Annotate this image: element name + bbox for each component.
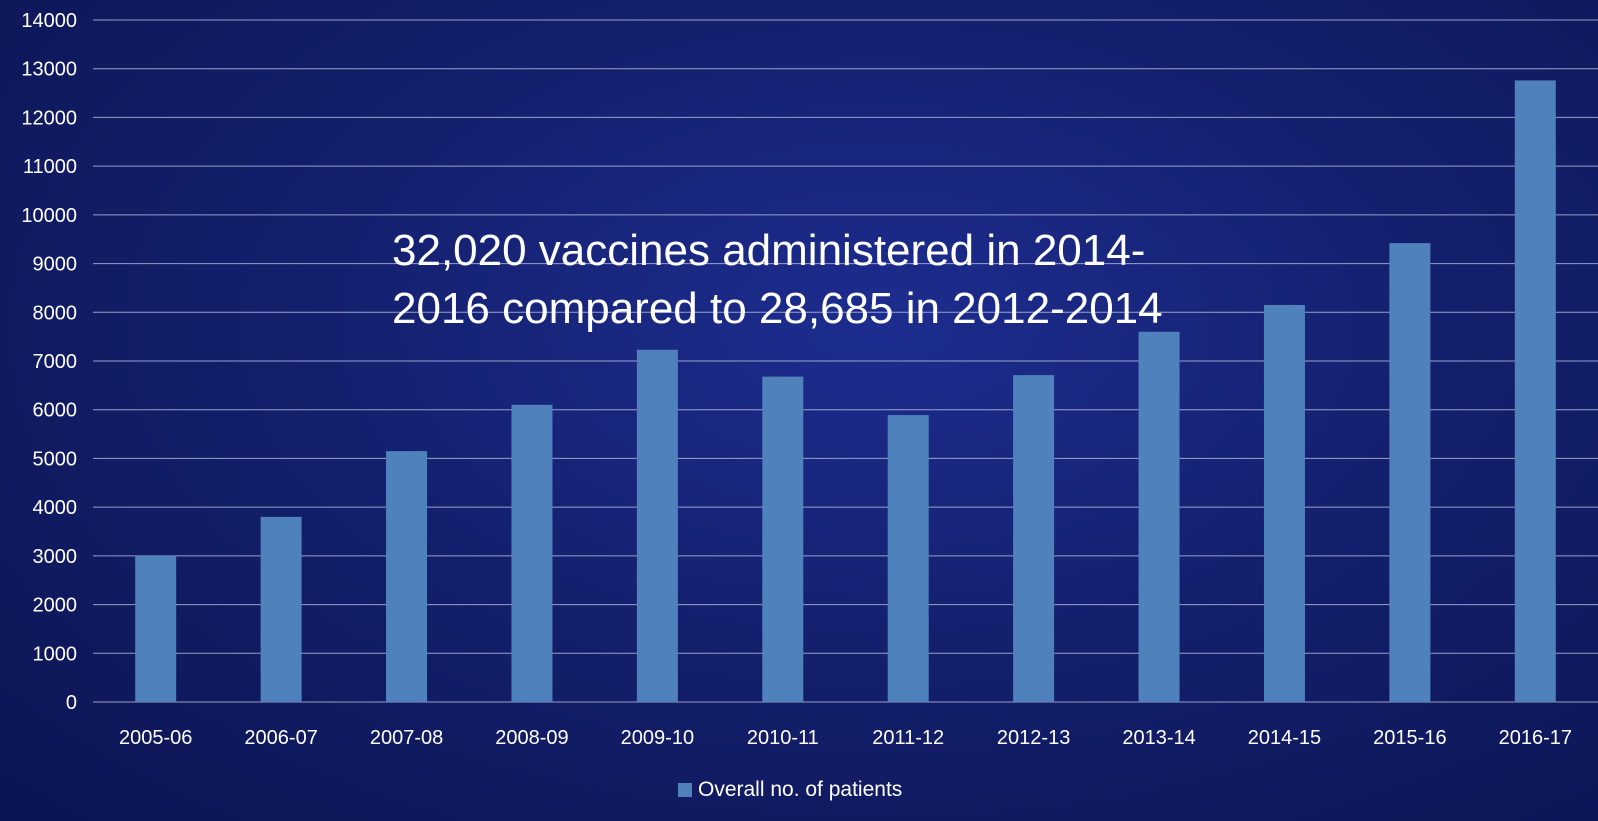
y-tick-label: 2000 [33,595,78,617]
bar-2005-06 [135,555,177,702]
x-tick-label: 2010-11 [747,727,819,749]
y-tick-label: 8000 [33,302,78,324]
y-tick-label: 12000 [21,107,77,129]
legend: Overall no. of patients [678,778,902,802]
y-tick-label: 14000 [21,10,77,32]
x-tick-label: 2005-06 [119,727,192,749]
y-tick-label: 3000 [33,546,78,568]
y-axis-tick-labels: 0 1000 2000 3000 4000 5000 6000 7000 8000 9000 100… [21,10,77,714]
y-tick-label: 9000 [33,254,78,276]
bar-2013-14 [1138,331,1180,702]
bar-2016-17 [1514,80,1556,703]
y-tick-label: 13000 [21,59,77,81]
bars [135,80,1556,703]
y-tick-label: 7000 [33,351,78,373]
x-tick-label: 2006-07 [244,727,317,749]
bar-2011-12 [887,415,929,702]
bar-2014-15 [1263,304,1305,702]
x-tick-label: 2011-12 [872,727,944,749]
x-tick-label: 2016-17 [1499,727,1572,749]
y-tick-label: 10000 [21,205,77,227]
bar-2007-08 [386,451,428,702]
gridlines [93,19,1598,703]
x-tick-label: 2009-10 [621,727,694,749]
y-tick-label: 1000 [33,643,78,665]
y-tick-label: 11000 [23,156,77,178]
x-tick-label: 2007-08 [370,727,443,749]
x-tick-label: 2008-09 [495,727,568,749]
y-tick-label: 0 [66,692,77,714]
bar-2010-11 [762,376,804,702]
x-tick-label: 2013-14 [1122,727,1195,749]
bar-2015-16 [1389,243,1431,702]
x-tick-label: 2012-13 [997,727,1070,749]
y-tick-label: 6000 [33,400,78,422]
bar-2012-13 [1013,375,1055,702]
x-tick-label: 2015-16 [1373,727,1446,749]
legend-label: Overall no. of patients [698,778,903,801]
bar-2006-07 [260,516,302,702]
chart-annotation: 32,020 vaccines administered in 2014- 20… [392,226,1163,333]
x-tick-label: 2014-15 [1248,727,1321,749]
x-axis-category-labels: 2005-06 2006-07 2007-08 2008-09 2009-10 2010-… [119,727,1572,749]
legend-swatch [678,783,692,797]
bar-2008-09 [511,404,553,702]
y-tick-label: 5000 [33,448,78,470]
bar-2009-10 [636,349,678,702]
y-tick-label: 4000 [33,497,78,519]
